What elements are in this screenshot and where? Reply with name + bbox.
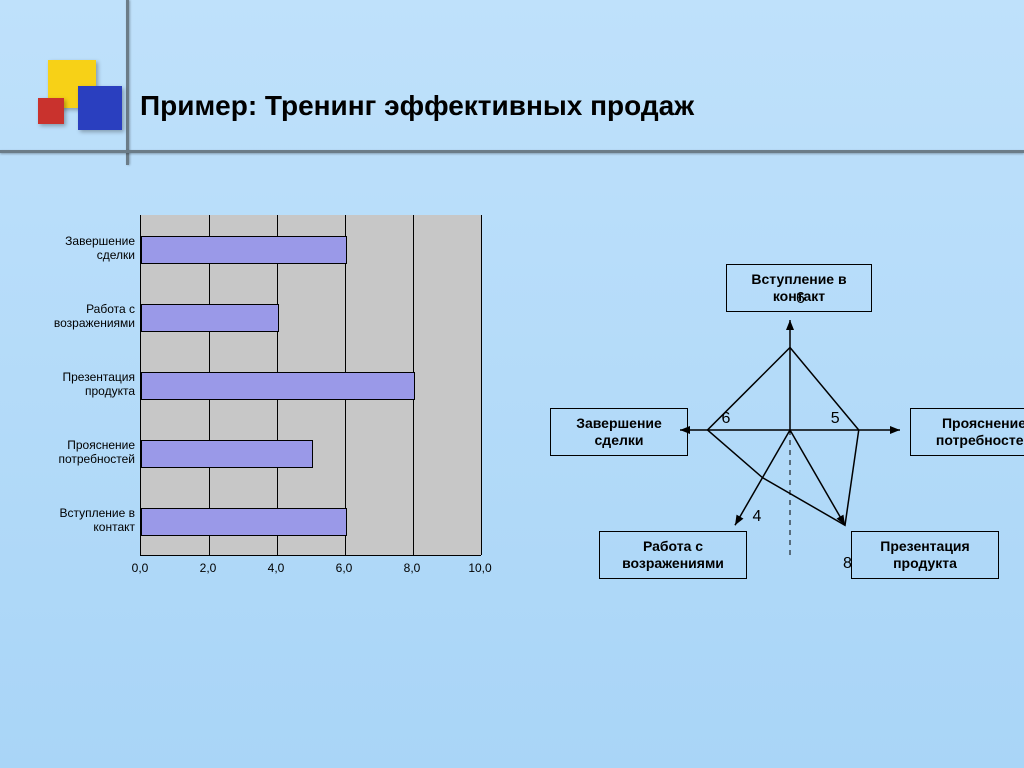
- y-category-label: Прояснениепотребностей: [25, 439, 135, 467]
- diagram-node-bl: Работа свозражениями: [599, 531, 747, 579]
- diagram-value-left: 6: [722, 410, 731, 428]
- bar: [141, 236, 347, 264]
- x-tick-label: 8,0: [404, 561, 421, 575]
- bar: [141, 508, 347, 536]
- bar: [141, 440, 313, 468]
- diagram-node-left: Завершениесделки: [550, 408, 688, 456]
- x-tick-label: 6,0: [336, 561, 353, 575]
- bar-chart-plot: [140, 215, 481, 556]
- gridline: [481, 215, 482, 555]
- diagram-value-bl: 4: [753, 508, 762, 526]
- diagram-value-right: 5: [831, 410, 840, 428]
- decor-horizontal-line: [0, 150, 1024, 153]
- diagram-value-br: 8: [843, 555, 852, 573]
- bar: [141, 372, 415, 400]
- y-category-label: Презентацияпродукта: [25, 371, 135, 399]
- radar-diagram: Вступление вконтакт6Прояснениепотребност…: [560, 200, 1020, 630]
- decor-vertical-line: [126, 0, 129, 165]
- y-category-label: Вступление вконтакт: [25, 507, 135, 535]
- diagram-value-top: 6: [796, 290, 805, 308]
- bar: [141, 304, 279, 332]
- decor-square-red: [38, 98, 64, 124]
- y-category-label: Работа свозражениями: [25, 303, 135, 331]
- x-tick-label: 0,0: [132, 561, 149, 575]
- x-tick-label: 10,0: [468, 561, 491, 575]
- slide-title: Пример: Тренинг эффективных продаж: [140, 90, 694, 122]
- decor-square-blue: [78, 86, 122, 130]
- diagram-node-br: Презентацияпродукта: [851, 531, 999, 579]
- bar-chart: 0,0 2,0 4,0 6,0 8,0 10,0 Завершениесделки Работ…: [20, 215, 490, 595]
- y-category-label: Завершениесделки: [25, 235, 135, 263]
- slide: Пример: Тренинг эффективных продаж 0,0 2,…: [0, 0, 1024, 768]
- x-tick-label: 2,0: [200, 561, 217, 575]
- diagram-node-right: Прояснениепотребностей: [910, 408, 1024, 456]
- x-tick-label: 4,0: [268, 561, 285, 575]
